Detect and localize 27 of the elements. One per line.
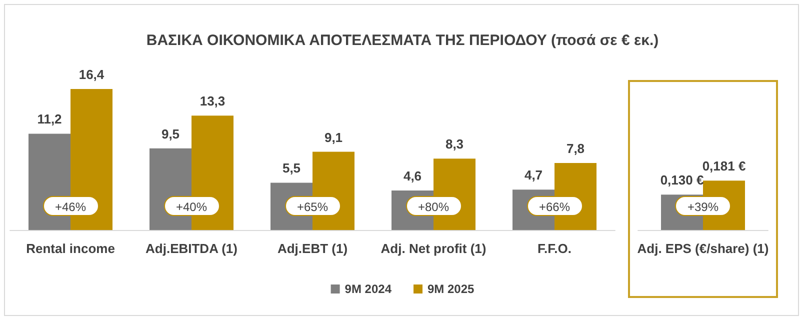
annotation: +80% [406, 196, 462, 216]
x-tick-label: Adj.EBITDA (1) [146, 241, 238, 256]
data-label: 8,3 [445, 136, 464, 152]
data-label: 11,2 [37, 112, 62, 127]
data-label: 13,3 [200, 94, 226, 109]
data-label: 5,5 [282, 160, 301, 176]
legend-label: 9M 2025 [428, 282, 475, 296]
data-label: 4,7 [524, 168, 543, 183]
annotation: +66% [526, 196, 582, 216]
x-tick-label: Adj. EPS (€/share) (1) [637, 241, 769, 256]
annotation: +65% [284, 196, 340, 216]
x-tick-label: Adj. Net profit (1) [380, 241, 486, 256]
x-tick-label: F.F.O. [538, 241, 572, 256]
data-label: 0,181 € [702, 158, 746, 174]
chart-title: ΒΑΣΙΚΑ ΟΙΚΟΝΟΜΙΚΑ ΑΠΟΤΕΛΕΣΜΑΤΑ ΤΗΣ ΠΕΡΙΟΔΟΥ (ποσά σε € εκ.) [146, 32, 659, 49]
annotation: +46% [42, 196, 98, 216]
x-tick-label: Rental income [26, 241, 115, 256]
legend-label: 9M 2024 [344, 282, 392, 296]
data-label: 16,4 [78, 67, 105, 82]
data-label: 7,8 [566, 140, 585, 156]
annotation: +39% [675, 196, 731, 216]
data-label: 0,130 € [660, 172, 704, 188]
data-label: 4,6 [403, 168, 422, 184]
x-tick-label: Adj.EBT (1) [277, 241, 348, 256]
data-label: 9,5 [161, 126, 180, 142]
annotation: +40% [164, 196, 220, 216]
data-label: 9,1 [324, 130, 343, 145]
